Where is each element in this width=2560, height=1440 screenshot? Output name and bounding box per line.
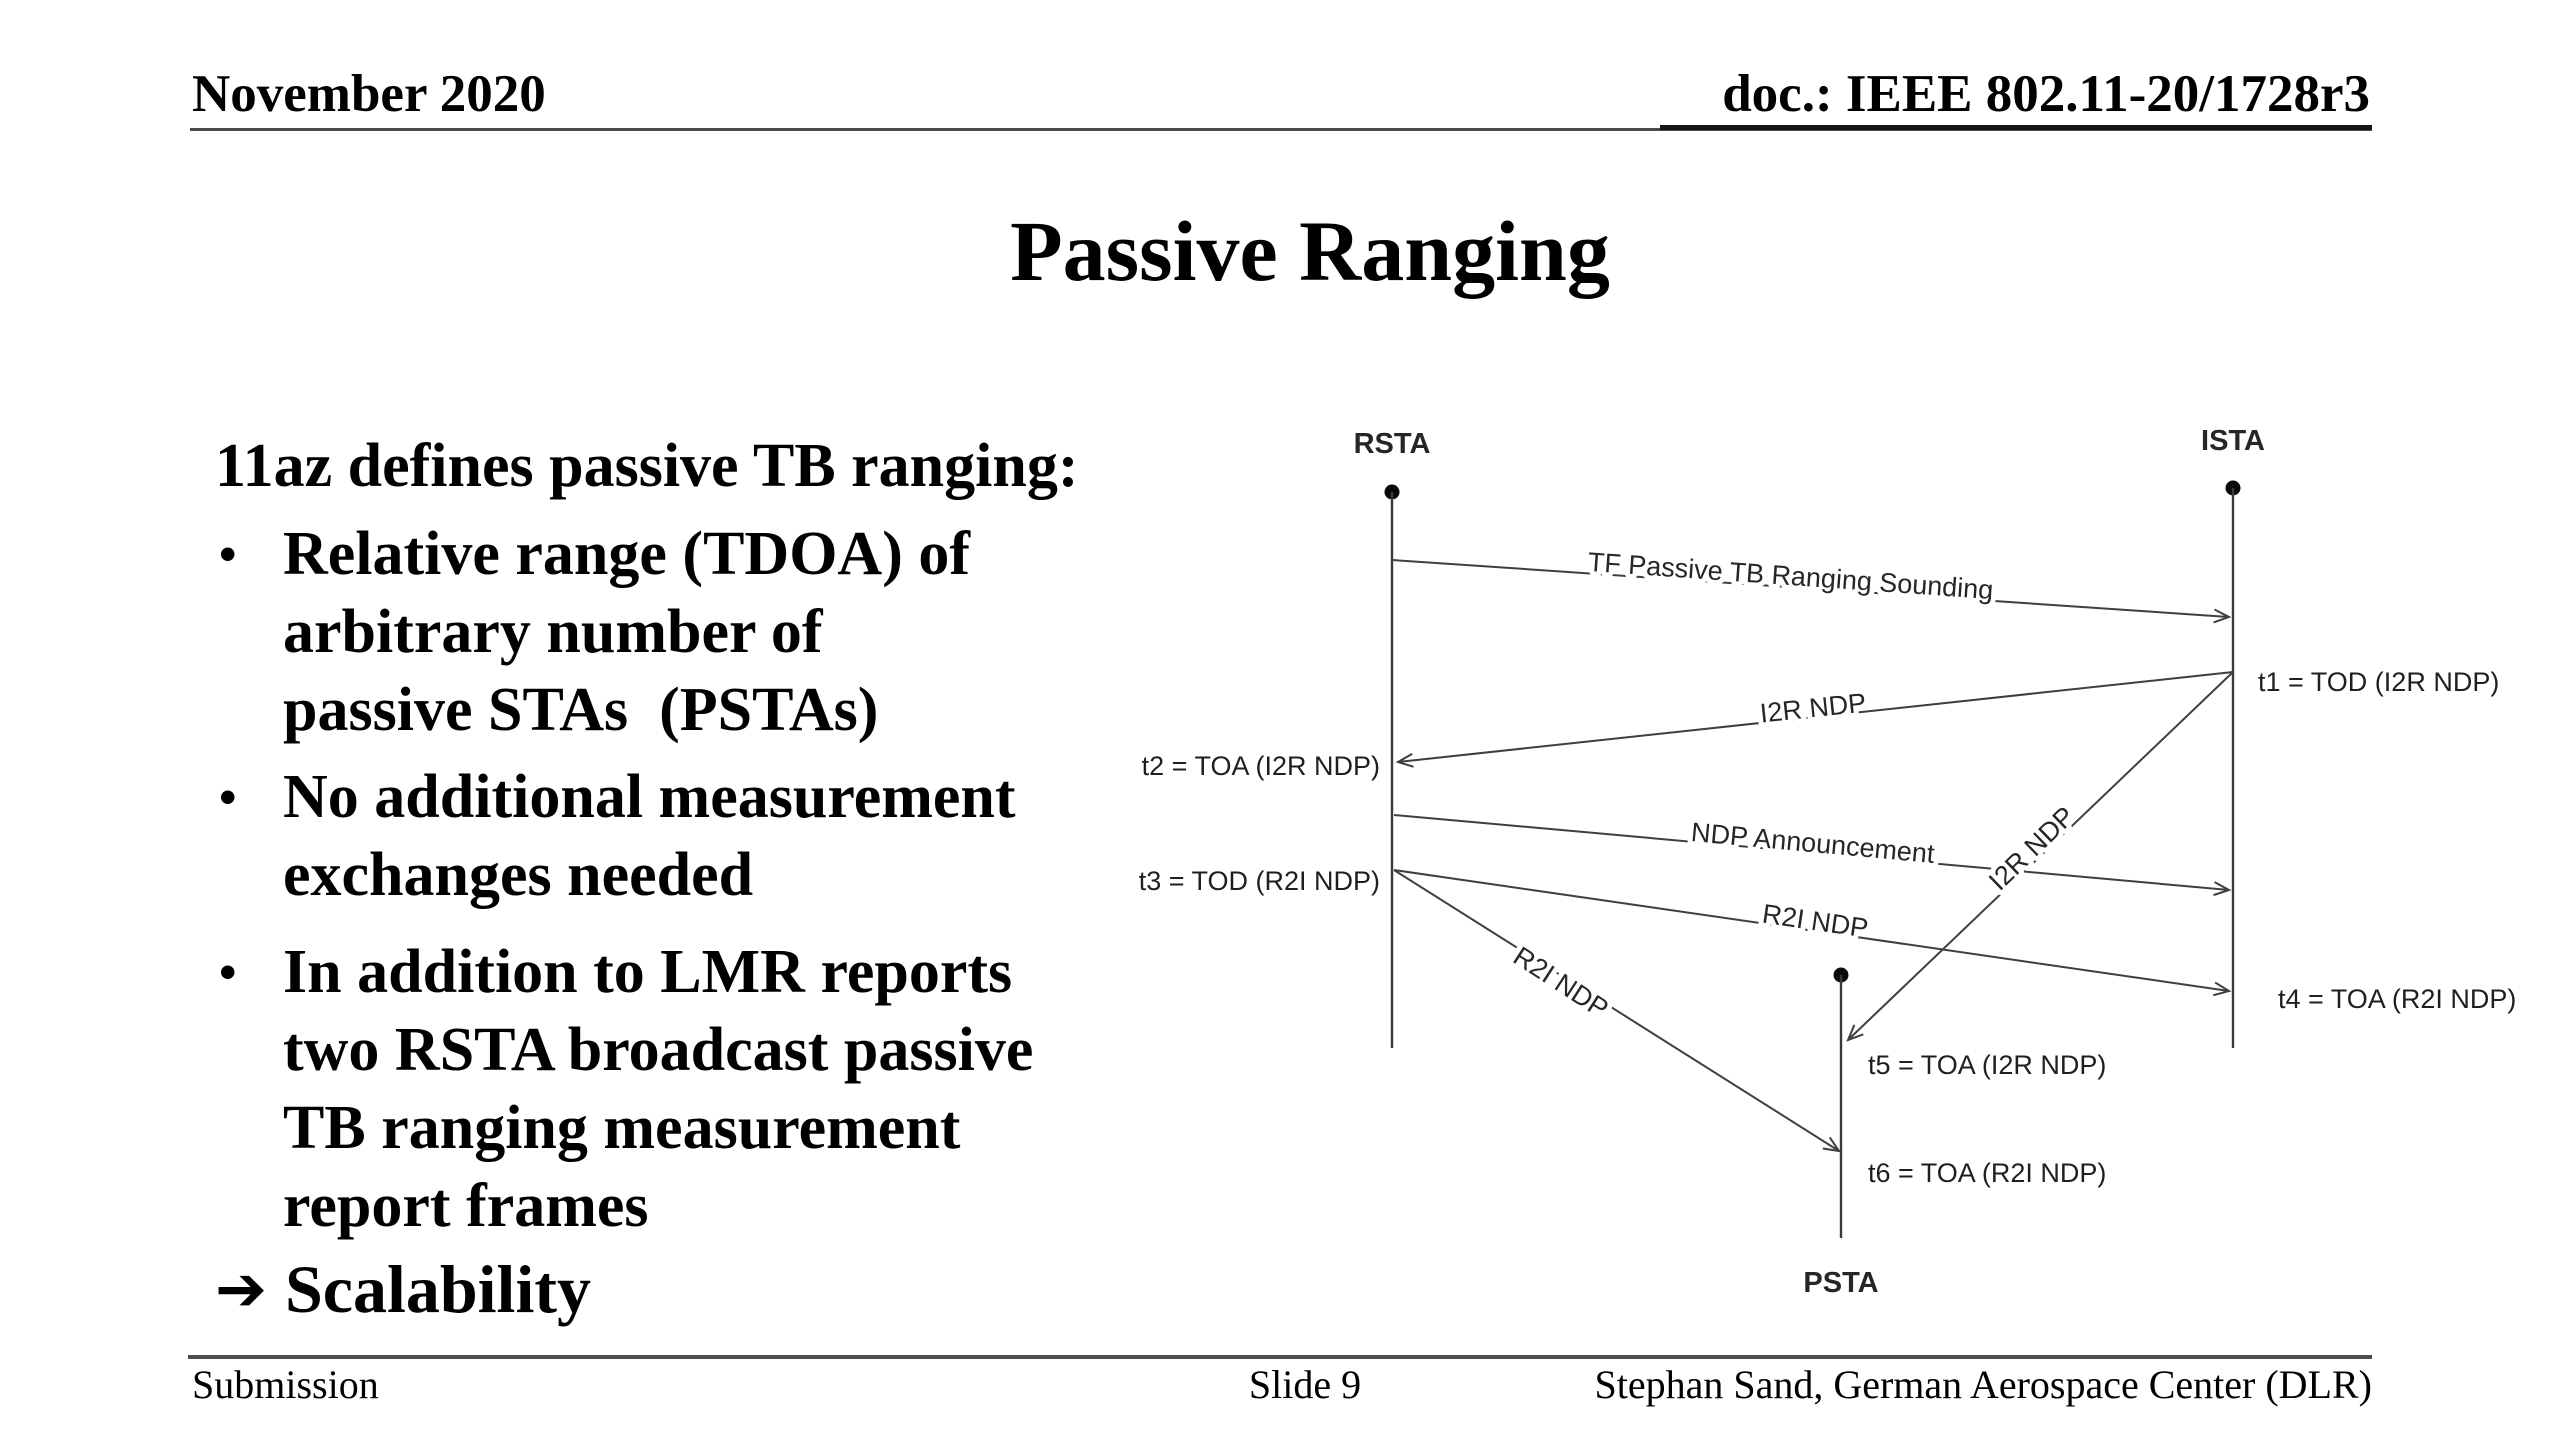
arrow-tf-sounding (1391, 559, 2232, 624)
timestamp-t4: t4 = TOA (R2I NDP) (2278, 984, 2516, 1014)
timestamp-t5: t5 = TOA (I2R NDP) (1868, 1050, 2106, 1080)
conclusion-line: ➔ Scalability (215, 1247, 591, 1331)
bullet-1-line-3: passive STAs (PSTAs) (283, 676, 879, 744)
sequence-diagram: RSTA ISTA PSTA TF Passive TB Ranging Sou… (1139, 425, 2517, 1299)
bullet-3-line-3: TB ranging measurement (283, 1094, 961, 1162)
page-title: Passive Ranging (1010, 203, 1610, 299)
bullet-1-line-2: arbitrary number of (283, 598, 823, 666)
timestamp-t2: t2 = TOA (I2R NDP) (1142, 751, 1380, 781)
footer-slide-number: Slide 9 (1248, 1362, 1362, 1407)
arrow-r2i-ndp-to-psta (1393, 869, 1842, 1153)
bullet-1-line-1: Relative range (TDOA) of (283, 520, 970, 588)
bullet-marker: • (219, 526, 237, 582)
bullet-item-1: • Relative range (TDOA) of arbitrary num… (215, 515, 970, 749)
header-date: November 2020 (192, 65, 546, 123)
arrow-r2i-ndp-to-ista (1393, 869, 2232, 997)
intro-line: 11az defines passive TB ranging: (215, 432, 1079, 500)
actor-label-psta: PSTA (1803, 1267, 1878, 1299)
bullet-item-3: • In addition to LMR reports two RSTA br… (215, 933, 1033, 1245)
footer-author: Stephan Sand, German Aerospace Center (D… (1594, 1362, 2372, 1407)
footer-submission: Submission (192, 1362, 379, 1407)
message-label-i2r-ndp-diagonal: I2R NDP (1983, 801, 2080, 897)
message-label-i2r-ndp: I2R NDP (1759, 688, 1868, 729)
arrow-ndp-announcement (1393, 814, 2232, 897)
actor-label-ista: ISTA (2201, 425, 2265, 457)
bullet-3-line-1: In addition to LMR reports (283, 938, 1013, 1006)
bullet-2-line-2: exchanges needed (283, 841, 754, 909)
message-label-tf-sounding: TF Passive TB Ranging Sounding (1587, 547, 1994, 605)
timestamp-t1: t1 = TOD (I2R NDP) (2258, 667, 2499, 697)
header-doc-number: doc.: IEEE 802.11-20/1728r3 (1722, 65, 2370, 123)
arrow-i2r-ndp-to-rsta (1395, 671, 2234, 768)
arrow-i2r-ndp-to-psta (1846, 671, 2234, 1042)
message-label-ndp-announcement: NDP Announcement (1690, 817, 1936, 869)
right-arrow-icon: ➔ (215, 1252, 267, 1325)
message-label-r2i-ndp-diagonal: R2I NDP (1508, 941, 1614, 1024)
conclusion-text: Scalability (284, 1251, 591, 1327)
header-doc-underline (1660, 125, 2372, 130)
footer-rule (188, 1355, 2372, 1359)
timestamp-t6: t6 = TOA (R2I NDP) (1868, 1158, 2106, 1188)
bullet-marker: • (219, 769, 237, 825)
bullet-3-line-4: report frames (283, 1172, 649, 1240)
bullet-marker: • (219, 944, 237, 1000)
actor-label-rsta: RSTA (1354, 428, 1431, 460)
bullet-item-2: • No additional measurement exchanges ne… (215, 758, 1016, 914)
bullet-2-line-1: No additional measurement (283, 763, 1016, 831)
header-rule (190, 128, 2372, 131)
timestamp-t3: t3 = TOD (R2I NDP) (1139, 866, 1380, 896)
message-label-r2i-ndp: R2I NDP (1760, 899, 1870, 944)
bullet-3-line-2: two RSTA broadcast passive (283, 1016, 1034, 1084)
